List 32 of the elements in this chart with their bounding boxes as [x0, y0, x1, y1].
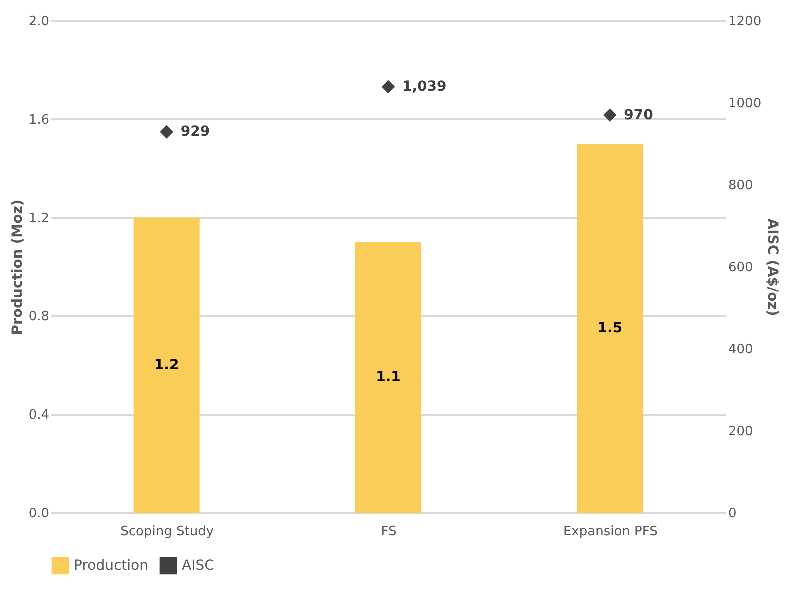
y2-tick-label: 200: [728, 424, 754, 440]
x-tick-label: Expansion PFS: [563, 524, 658, 540]
y-tick-label: 1.2: [28, 211, 50, 226]
y2-tick-label: 400: [728, 342, 754, 358]
legend-label: AISC: [182, 558, 215, 574]
y-tick-label: 0.0: [28, 506, 50, 522]
y-tick-label: 0.4: [28, 408, 50, 424]
bar: [134, 218, 200, 513]
data-label: 1.2: [154, 357, 180, 374]
y2-tick-label: 1200: [728, 14, 762, 30]
bar: [577, 144, 644, 513]
data-label: 1,039: [402, 79, 447, 96]
y2-tick-label: 600: [728, 260, 754, 276]
y-tick-label: 2.0: [28, 14, 50, 30]
data-label: 970: [624, 107, 654, 124]
y-tick-label: 1.6: [28, 112, 50, 128]
data-label: 1.5: [598, 320, 623, 336]
point: [382, 80, 396, 94]
bar: [356, 242, 422, 513]
point: [160, 125, 174, 139]
data-label: 929: [180, 124, 210, 140]
y2-tick-label: 0: [728, 506, 737, 522]
y-tick-label: 0.8: [28, 310, 50, 325]
x-tick-label: FS: [381, 524, 397, 540]
point: [603, 108, 617, 122]
y2-tick-label: 1000: [728, 96, 762, 112]
y2-tick-label: 800: [728, 178, 754, 194]
x-tick-label: Scoping Study: [120, 524, 214, 540]
y2-axis-title: AISC (A$/oz): [764, 218, 781, 316]
data-label: 1.1: [376, 370, 401, 386]
legend-label: Production: [74, 558, 148, 574]
y-axis-title: Production (Moz): [10, 200, 26, 336]
